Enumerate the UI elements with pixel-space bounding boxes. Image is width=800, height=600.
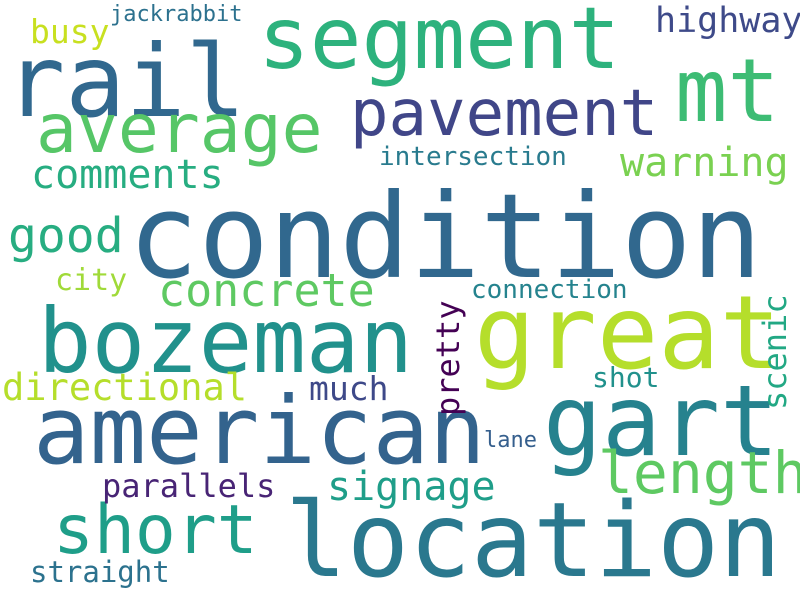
- word-pretty: pretty: [429, 300, 467, 416]
- word-busy: busy: [30, 12, 110, 51]
- word-mt: mt: [675, 40, 780, 142]
- word-jackrabbit: jackrabbit: [110, 2, 243, 27]
- word-average: average: [36, 90, 323, 169]
- word-bozeman: bozeman: [38, 289, 414, 393]
- word-rail: rail: [5, 23, 246, 140]
- word-shot: shot: [592, 361, 660, 394]
- word-parallels: parallels: [102, 467, 276, 505]
- word-good: good: [8, 208, 124, 264]
- word-warning: warning: [620, 140, 789, 186]
- word-length: length: [598, 439, 800, 507]
- word-lane: lane: [484, 428, 537, 453]
- word-signage: signage: [327, 464, 496, 510]
- word-location: location: [285, 481, 782, 600]
- word-scenic: scenic: [756, 294, 794, 410]
- word-city: city: [55, 263, 128, 298]
- word-pavement: pavement: [350, 77, 659, 151]
- word-concrete: concrete: [158, 264, 375, 317]
- word-gart: gart: [543, 365, 780, 479]
- word-highway: highway: [655, 1, 800, 41]
- word-comments: comments: [31, 152, 224, 198]
- word-intersection: intersection: [379, 142, 567, 172]
- word-great: great: [474, 274, 782, 393]
- word-much: much: [309, 369, 389, 408]
- word-connection: connection: [471, 275, 628, 305]
- word-straight: straight: [30, 555, 170, 589]
- word-directional: directional: [2, 366, 248, 409]
- word-american: american: [33, 377, 486, 486]
- word-segment: segment: [258, 0, 621, 89]
- word-short: short: [53, 491, 258, 570]
- word-condition: condition: [128, 168, 762, 305]
